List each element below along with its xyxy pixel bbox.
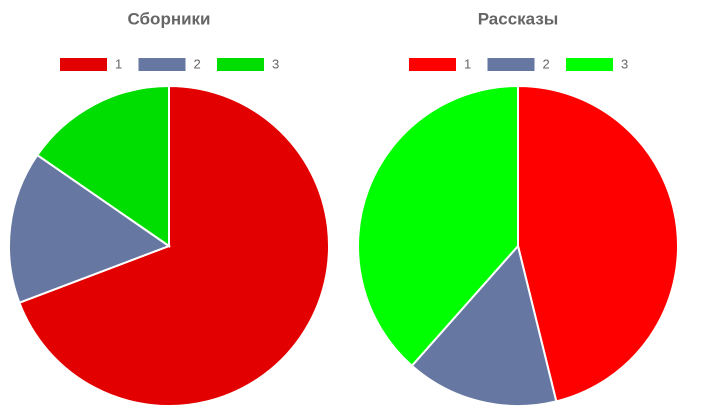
legend-swatch <box>487 58 535 71</box>
pie-slice <box>517 84 679 403</box>
legend-label: 3 <box>272 56 279 71</box>
legend-label: 3 <box>621 56 628 71</box>
legend-swatch <box>566 58 613 71</box>
pie-slice <box>18 84 330 407</box>
legend-swatch <box>138 58 186 71</box>
legend-label: 1 <box>464 56 471 71</box>
legend-swatch <box>409 58 456 71</box>
legend-label: 2 <box>543 56 550 71</box>
pie-slice <box>35 84 170 248</box>
pie-slice <box>410 243 558 407</box>
legend-swatch <box>217 58 264 71</box>
chart-title: Рассказы <box>478 9 559 28</box>
pie-slice <box>357 84 519 368</box>
chart-title: Сборники <box>128 9 211 28</box>
legend-label: 2 <box>194 56 201 71</box>
legend-swatch <box>60 58 107 71</box>
pie-slice <box>8 153 172 305</box>
legend-label: 1 <box>115 56 122 71</box>
